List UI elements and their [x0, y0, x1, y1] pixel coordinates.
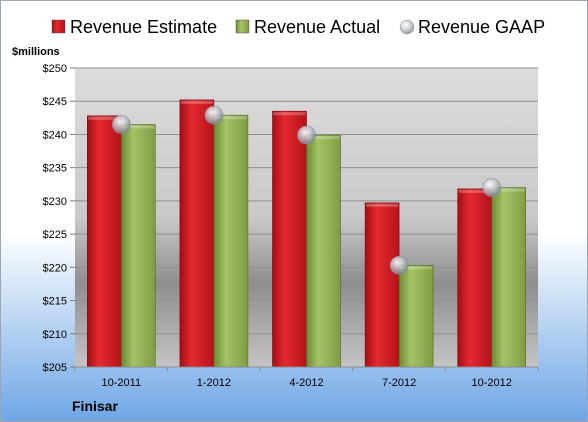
- bar-revenue-actual: [306, 134, 341, 368]
- y-tick-label: $235: [43, 163, 67, 175]
- legend-marker: [399, 19, 415, 35]
- x-tick-label: 7-2012: [382, 377, 416, 389]
- company-name: Finisar: [72, 398, 118, 414]
- y-tick-label: $205: [43, 362, 67, 374]
- bar-revenue-estimate: [87, 115, 122, 368]
- y-tick-label: $245: [43, 96, 67, 108]
- bar-highlight: [307, 136, 340, 140]
- bars: [87, 99, 527, 368]
- x-tick-label: 10-2012: [472, 377, 512, 389]
- y-tick-label: $220: [43, 262, 67, 274]
- bar-revenue-estimate: [364, 202, 400, 368]
- y-tick-label: $210: [43, 329, 67, 341]
- marker-revenue-gaap: [482, 178, 502, 197]
- bar-highlight: [458, 189, 491, 193]
- x-tick-label: 1-2012: [197, 377, 231, 389]
- legend: Revenue Estimate Revenue Actual Revenue GA…: [51, 17, 545, 37]
- bar-revenue-estimate: [457, 188, 493, 368]
- bar-revenue-actual: [121, 124, 156, 368]
- bar-highlight: [400, 266, 433, 270]
- bar-revenue-actual: [491, 187, 527, 368]
- bar-highlight: [492, 188, 525, 192]
- y-tick-label: $225: [43, 229, 67, 241]
- y-tick-label: $230: [43, 196, 67, 208]
- legend-label: Revenue GAAP: [418, 17, 545, 37]
- bar-revenue-estimate: [272, 110, 307, 368]
- bar-revenue-actual: [398, 265, 434, 368]
- marker-revenue-gaap: [389, 256, 409, 275]
- x-tick-label: 10-2011: [102, 377, 142, 389]
- bar-revenue-estimate: [179, 99, 215, 368]
- bar-highlight: [180, 100, 213, 104]
- marker-revenue-gaap: [112, 115, 131, 134]
- legend-swatch: [51, 19, 66, 34]
- y-tick-label: $215: [43, 296, 67, 308]
- marker-revenue-gaap: [204, 105, 224, 125]
- gaap-markers: [112, 105, 502, 275]
- x-axis-ticks: 10-2011 1-2012 4-2012 7-2012 10-2012: [74, 367, 539, 389]
- legend-label: Revenue Actual: [254, 17, 380, 37]
- y-axis-ticks: $205 $210 $215 $220 $225 $230 $235 $240 $245 $250: [43, 63, 75, 374]
- bar-highlight: [88, 116, 121, 120]
- y-axis-label: $millions: [12, 46, 60, 58]
- y-tick-label: $250: [43, 63, 67, 75]
- bar-highlight: [366, 203, 399, 207]
- bar-highlight: [214, 116, 247, 120]
- y-tick-label: $240: [43, 129, 67, 141]
- marker-revenue-gaap: [297, 125, 316, 145]
- bar-revenue-actual: [213, 114, 249, 368]
- bar-highlight: [273, 112, 306, 116]
- legend-swatch: [235, 19, 250, 34]
- legend-label: Revenue Estimate: [70, 17, 217, 37]
- x-tick-label: 4-2012: [289, 377, 323, 389]
- bar-highlight: [122, 125, 155, 129]
